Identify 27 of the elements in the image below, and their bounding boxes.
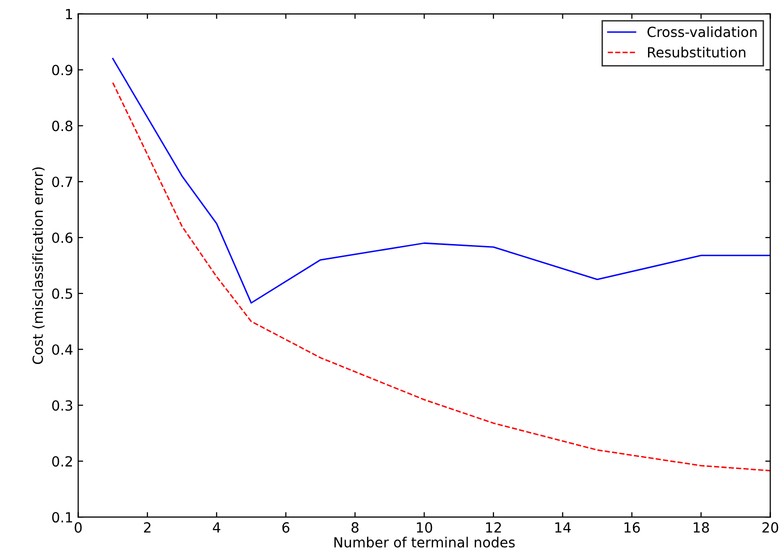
y-tick-label: 0.6: [52, 232, 72, 244]
legend-label: Resubstitution: [648, 46, 746, 58]
x-tick-label: 0: [74, 522, 82, 533]
x-tick-label: 14: [555, 522, 571, 532]
y-tick-label: 0.7: [52, 176, 72, 188]
x-tick-label: 10: [416, 522, 432, 533]
y-tick-label: 1: [66, 9, 72, 20]
y-tick-label: 0.1: [52, 512, 72, 523]
legend-label: Cross-validation: [647, 26, 757, 38]
y-tick-label: 0.2: [52, 456, 72, 467]
x-tick-label: 18: [694, 522, 709, 533]
y-tick-label: 0.3: [52, 400, 72, 411]
x-tick-label: 4: [212, 522, 220, 532]
y-tick-label: 0.9: [52, 64, 72, 76]
x-axis-title: Number of terminal nodes: [334, 536, 515, 548]
line-series: [112, 82, 770, 472]
y-axis-title: Cost (misclassification error): [32, 167, 45, 364]
y-tick-label: 0.4: [52, 344, 73, 355]
x-tick-label: 8: [352, 522, 358, 533]
x-tick-label: 16: [624, 522, 640, 533]
y-tick-label: 0.5: [52, 288, 72, 299]
x-tick-label: 6: [282, 522, 290, 533]
x-tick-label: 20: [762, 522, 778, 533]
y-tick-label: 0.8: [52, 120, 72, 132]
x-tick-label: 2: [144, 522, 150, 532]
line-series: [112, 58, 770, 304]
x-tick-label: 12: [486, 522, 501, 532]
